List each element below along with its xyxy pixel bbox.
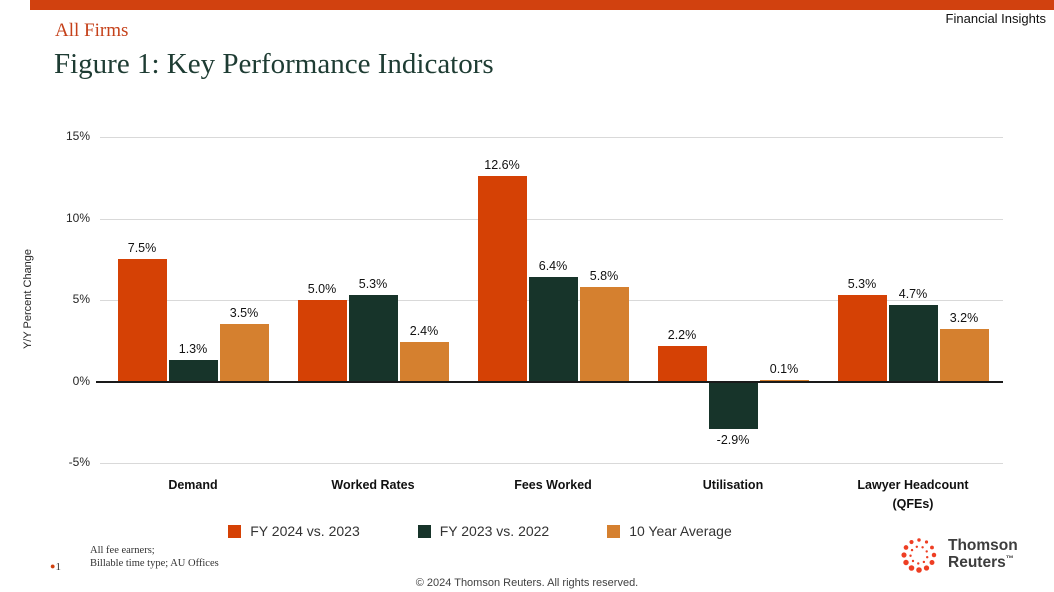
bar-value-label: 3.2% — [949, 311, 979, 326]
legend-label: FY 2024 vs. 2023 — [250, 523, 360, 539]
bar-value-label: 0.1% — [769, 361, 799, 376]
gridline — [100, 463, 1003, 464]
y-tick-label: 15% — [65, 129, 90, 143]
legend-label: 10 Year Average — [629, 523, 732, 539]
bullet-icon: ● — [50, 561, 56, 571]
bar-value-label: 5.0% — [307, 282, 337, 296]
y-tick-label: -5% — [68, 455, 90, 469]
bar — [348, 295, 398, 382]
bar-value-label: 4.7% — [898, 286, 928, 301]
footnote-text: All fee earners; Billable time type; AU … — [90, 544, 350, 570]
x-category-label: Demand — [168, 478, 218, 492]
bar — [837, 295, 887, 382]
legend-swatch-icon — [607, 524, 621, 538]
bar — [297, 300, 347, 382]
footnote-line-2: Billable time type; AU Offices — [90, 558, 219, 569]
footnote-number: 1 — [55, 561, 61, 573]
bar-value-label: 2.2% — [667, 327, 697, 342]
bar — [657, 345, 707, 382]
thomson-reuters-logo: Thomson Reuters™ — [898, 534, 1018, 576]
legend-item: 10 Year Average — [607, 523, 732, 539]
y-tick-label: 5% — [72, 292, 90, 306]
bar-value-label: 2.4% — [409, 324, 439, 339]
report-subtitle: All Firms — [55, 20, 129, 41]
x-category-label: Worked Rates — [331, 478, 415, 492]
bar — [168, 360, 218, 382]
bar-value-label: -2.9% — [716, 432, 750, 447]
product-label: Financial Insights — [945, 11, 1046, 26]
legend-swatch-icon — [228, 524, 242, 538]
y-tick-label: 0% — [72, 373, 90, 388]
bar — [219, 324, 269, 382]
copyright-text: © 2024 Thomson Reuters. All rights reser… — [415, 577, 639, 589]
bar-value-label: 1.3% — [178, 342, 208, 357]
chart-legend: FY 2024 vs. 2023 FY 2023 vs. 2022 10 Year … — [0, 523, 960, 539]
bar-value-label: 5.3% — [358, 277, 388, 292]
thomson-reuters-kinetome-icon — [901, 538, 937, 573]
plot-area: 7.5% 1.3% 3.5% 5.0% 5.3% 2.4% 12.6% 6.4% 5.8% 2.2… — [100, 137, 1003, 463]
legend-item: FY 2024 vs. 2023 — [228, 523, 360, 539]
bar — [939, 329, 989, 382]
bar — [399, 342, 449, 382]
x-category-label: Fees Worked — [514, 478, 592, 492]
bar — [477, 176, 527, 382]
footnote-marker: ●1 — [50, 561, 61, 573]
y-tick-label: 10% — [65, 210, 90, 225]
gridline — [100, 218, 1003, 220]
bar — [888, 304, 938, 382]
legend-swatch-icon — [417, 524, 431, 538]
trademark-symbol: ™ — [1005, 554, 1014, 563]
gridline — [100, 137, 1003, 138]
bar-value-label: 5.8% — [589, 268, 619, 283]
bar-value-label: 3.5% — [229, 306, 259, 321]
x-axis-line — [96, 380, 1003, 383]
x-category-label: Utilisation — [702, 478, 764, 492]
logo-wordmark: Thomson Reuters™ — [948, 538, 1018, 571]
bar — [117, 259, 167, 382]
logo-line-1: Thomson — [948, 537, 1018, 555]
bar-value-label: 5.3% — [847, 277, 877, 292]
bar — [579, 286, 629, 382]
legend-item: FY 2023 vs. 2022 — [417, 523, 550, 539]
accent-top-bar — [30, 0, 1054, 10]
x-category-label: Lawyer Headcount (QFEs) — [857, 478, 969, 511]
bar-value-label: 7.5% — [127, 241, 157, 256]
bar — [708, 381, 758, 429]
bar-value-label: 6.4% — [538, 259, 568, 274]
footnote-line-1: All fee earners; — [90, 545, 155, 556]
legend-label: FY 2023 vs. 2022 — [439, 523, 550, 539]
bar-value-label: 12.6% — [484, 158, 520, 173]
bar — [528, 277, 578, 382]
page-title: Figure 1: Key Performance Indicators — [54, 48, 494, 80]
logo-line-2: Reuters™ — [948, 554, 1014, 571]
